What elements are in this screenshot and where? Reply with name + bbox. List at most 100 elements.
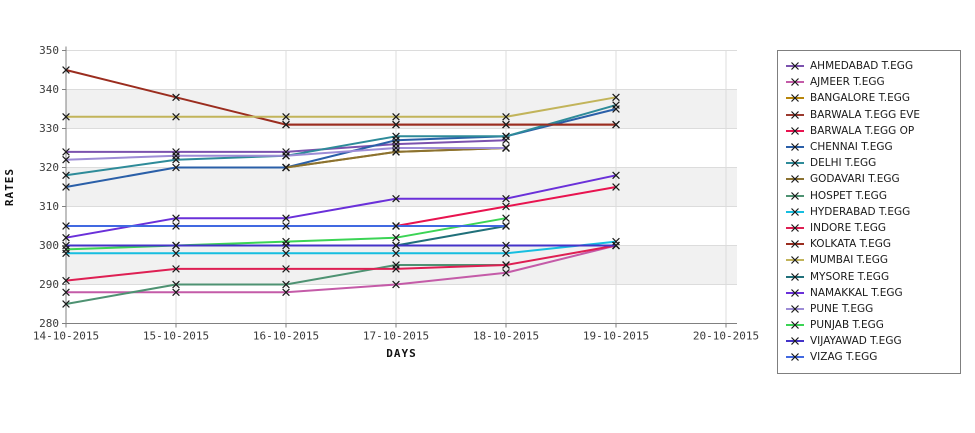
data-point-marker (172, 112, 180, 121)
legend-series-marker-icon (786, 143, 804, 151)
x-tick-label: 16-10-2015 (253, 330, 319, 343)
legend-label: CHENNAI T.EGG (810, 141, 893, 154)
series-line-mysore-t-egg (395, 225, 507, 247)
data-point-marker (62, 148, 70, 156)
data-point-marker (172, 93, 180, 102)
data-point-marker (172, 163, 180, 172)
data-point-marker (172, 288, 180, 297)
legend-series-marker-icon (786, 207, 804, 216)
data-point-marker (502, 132, 510, 141)
data-point-marker (502, 214, 510, 223)
data-point-marker (612, 120, 620, 129)
y-tick-label: 290 (39, 278, 59, 291)
legend-label: MUMBAI T.EGG (810, 254, 889, 267)
legend-item-barwala-t-egg-op: BARWALA T.EGG OP (785, 123, 954, 139)
data-point-marker (62, 276, 70, 285)
legend-label: AHMEDABAD T.EGG (810, 60, 914, 73)
legend-label: HOSPET T.EGG (810, 189, 887, 202)
data-point-marker (282, 222, 290, 230)
legend-series-marker-icon (786, 288, 804, 297)
data-point-marker (172, 241, 180, 250)
x-tick-label: 17-10-2015 (363, 330, 429, 343)
data-point-marker (282, 249, 290, 258)
y-tick-label: 300 (39, 239, 59, 252)
legend-item-barwala-t-egg-eve: BARWALA T.EGG EVE (785, 107, 954, 123)
y-tick-label: 340 (39, 83, 59, 96)
legend-item-mysore-t-egg: MYSORE T.EGG (785, 268, 954, 284)
legend-label: BARWALA T.EGG EVE (810, 108, 921, 121)
data-point-marker (62, 288, 70, 297)
series-line-delhi-t-egg (65, 104, 617, 177)
data-point-marker (282, 120, 290, 129)
legend-series-marker-icon (786, 175, 804, 184)
legend-series-marker-icon (786, 191, 804, 200)
data-point-marker (392, 265, 400, 273)
data-point-marker (172, 214, 180, 223)
y-tick-label: 330 (39, 122, 59, 135)
data-point-marker (612, 241, 620, 250)
legend-series-marker-icon (786, 321, 804, 330)
legend-item-chennai-t-egg: CHENNAI T.EGG (785, 139, 954, 155)
data-point-marker (612, 101, 620, 109)
legend-series-marker-icon (786, 224, 804, 232)
data-point-marker (172, 249, 180, 258)
data-point-marker (502, 144, 510, 152)
legend-item-vijayawad-t-egg: VIJAYAWAD T.EGG (785, 333, 954, 349)
x-tick-label: 20-10-2015 (693, 330, 759, 343)
x-tick-label: 18-10-2015 (473, 330, 539, 343)
data-point-marker (392, 233, 400, 242)
data-point-marker (62, 300, 70, 308)
legend-label: VIZAG T.EGG (810, 351, 878, 364)
y-tick-label: 310 (39, 200, 59, 213)
series-line-namakkal-t-egg (65, 174, 617, 239)
data-point-marker (502, 249, 510, 258)
legend-label: AJMEER T.EGG (810, 76, 885, 89)
data-point-marker (392, 144, 400, 152)
data-point-marker (282, 241, 290, 250)
legend-series-marker-icon (786, 110, 804, 119)
data-point-marker (502, 112, 510, 121)
legend-item-vizag-t-egg: VIZAG T.EGG (785, 349, 954, 365)
legend-item-mumbai-t-egg: MUMBAI T.EGG (785, 252, 954, 268)
series-line-mumbai-t-egg (66, 96, 617, 118)
data-point-marker (62, 112, 70, 121)
data-point-marker (392, 249, 400, 258)
chart-legend: AHMEDABAD T.EGG AJMEER T.EGG BANGALORE T.E… (777, 50, 961, 374)
series-line-indore-t-egg (65, 244, 617, 282)
data-point-marker (172, 151, 180, 160)
data-point-marker (612, 93, 620, 102)
data-point-marker (392, 112, 400, 121)
data-point-marker (392, 222, 400, 230)
legend-series-marker-icon (786, 337, 804, 346)
legend-item-bangalore-t-egg: BANGALORE T.EGG (785, 90, 954, 106)
legend-label: KOLKATA T.EGG (810, 238, 892, 251)
legend-label: GODAVARI T.EGG (810, 173, 900, 186)
data-point-marker (62, 66, 70, 74)
legend-series-marker-icon (786, 272, 804, 281)
x-tick-label: 19-10-2015 (583, 330, 649, 343)
legend-series-marker-icon (786, 256, 804, 265)
legend-item-indore-t-egg: INDORE T.EGG (785, 220, 954, 236)
data-point-marker (282, 280, 290, 289)
data-point-marker (62, 155, 70, 164)
grid-band (66, 167, 737, 207)
x-tick-label: 15-10-2015 (143, 330, 209, 343)
data-point-marker (172, 222, 180, 230)
data-point-marker (282, 163, 290, 172)
data-point-marker (502, 222, 510, 230)
legend-item-delhi-t-egg: DELHI T.EGG (785, 155, 954, 171)
legend-item-hyderabad-t-egg: HYDERABAD T.EGG (785, 204, 954, 220)
x-axis-title: DAYS (386, 347, 417, 360)
y-axis-title: RATES (3, 168, 16, 206)
legend-label: BANGALORE T.EGG (810, 92, 910, 105)
legend-series-marker-icon (786, 78, 804, 87)
data-point-marker (612, 183, 620, 191)
legend-label: NAMAKKAL T.EGG (810, 286, 903, 299)
legend-series-marker-icon (786, 304, 804, 313)
legend-series-marker-icon (786, 240, 804, 249)
data-point-marker (392, 120, 400, 129)
data-point-marker (282, 214, 290, 223)
data-point-marker (502, 120, 510, 129)
legend-item-ahmedabad-t-egg: AHMEDABAD T.EGG (785, 58, 954, 74)
legend-item-ajmeer-t-egg: AJMEER T.EGG (785, 74, 954, 90)
